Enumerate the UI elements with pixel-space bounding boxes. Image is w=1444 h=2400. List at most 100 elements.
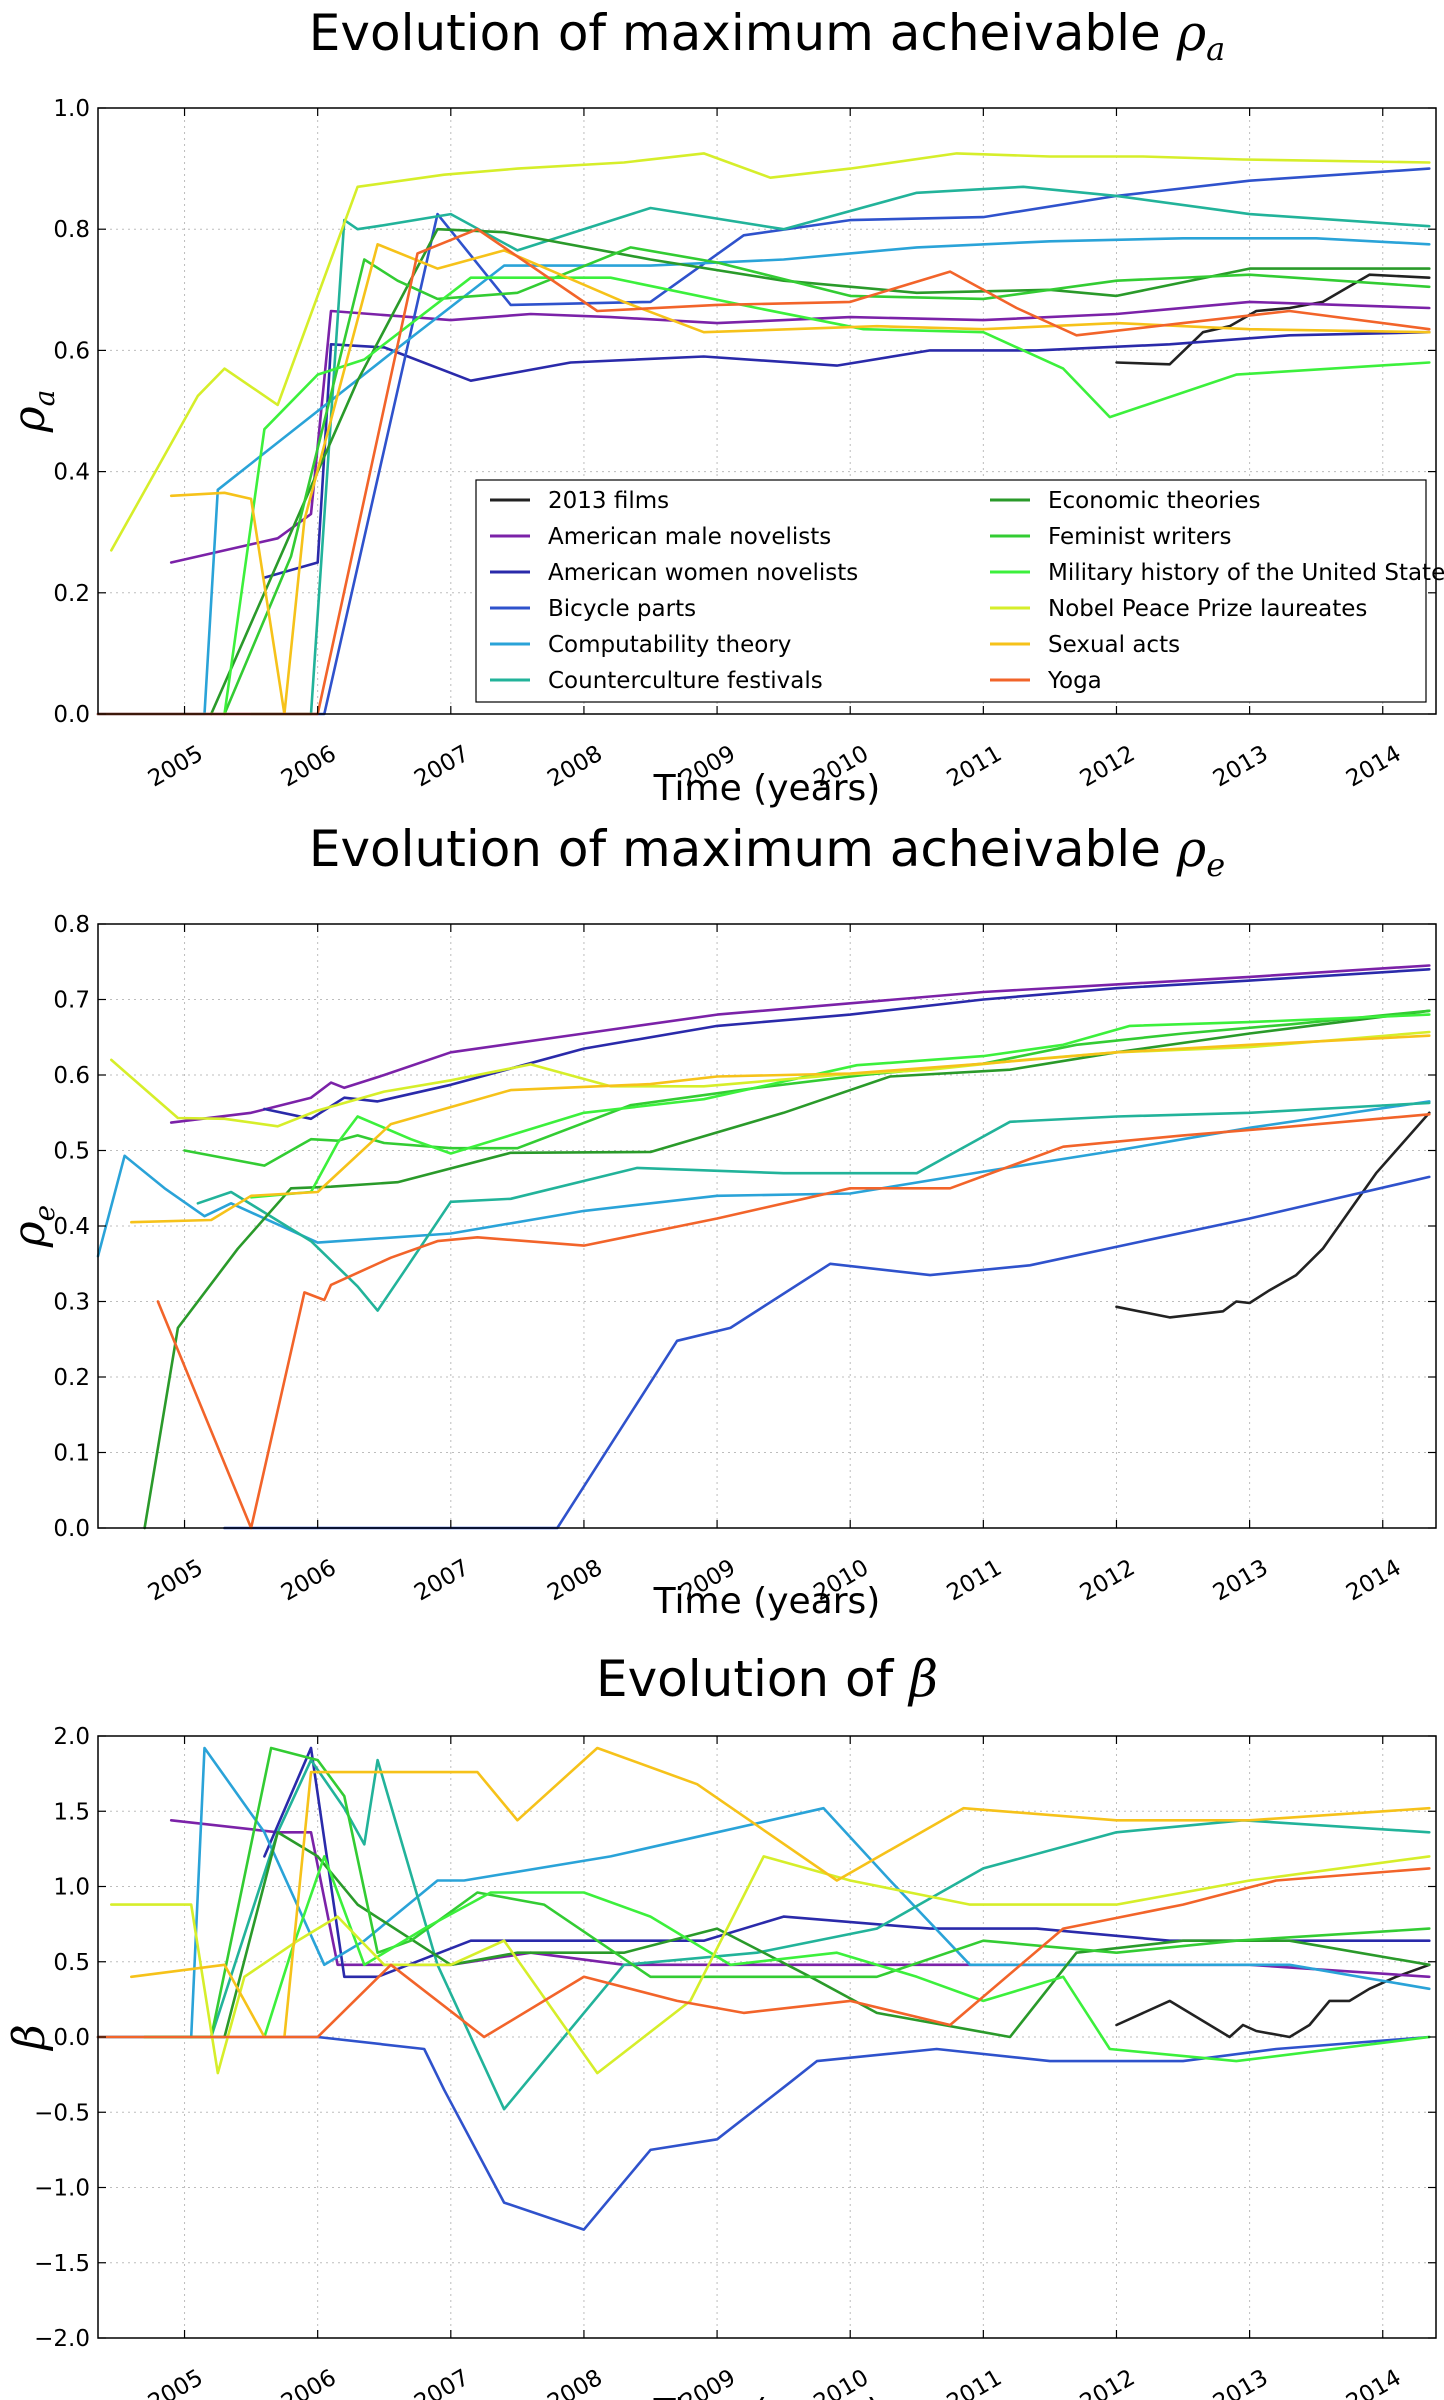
chart-panel-3: −2.0 −1.5 −1.0 −0.5 0.0 0.5 1.0 1.5 2.0 2005 2006 2… bbox=[4, 1650, 1437, 2400]
series-line-feminist-writers bbox=[143, 1746, 1431, 2039]
series-line-counterculture-festivals bbox=[249, 185, 1431, 716]
y-tick-label: 0.0 bbox=[53, 702, 90, 728]
series-line-bicycle-parts bbox=[96, 2035, 1431, 2231]
y-tick-label: 0.6 bbox=[53, 338, 90, 364]
chart-title: Evolution of β bbox=[596, 1650, 938, 1708]
legend-label: Sexual acts bbox=[1048, 632, 1180, 658]
x-tick-label: 2013 bbox=[1209, 741, 1273, 793]
y-tick-label: 1.5 bbox=[53, 1799, 90, 1825]
series-line-bicycle-parts bbox=[223, 1175, 1431, 1530]
axes-frame bbox=[97, 923, 1437, 1529]
legend: 2013 films American male novelists America… bbox=[475, 479, 1444, 703]
y-axis-label: ρe bbox=[4, 1205, 61, 1248]
series-line-2013-films bbox=[1115, 1111, 1431, 1319]
series-line-military-history-of-the-united-states bbox=[263, 1855, 1431, 2063]
y-tick-label: 0.5 bbox=[53, 1950, 90, 1976]
legend-label: Feminist writers bbox=[1048, 524, 1231, 550]
legend-box bbox=[475, 479, 1427, 703]
series-line-nobel-peace-prize-laureates bbox=[110, 1855, 1431, 2075]
y-tick-label: 0.7 bbox=[53, 988, 90, 1014]
chart-panel-2: 0.0 0.1 0.2 0.3 0.4 0.5 0.6 0.7 0.8 2005 2006 2007 2… bbox=[4, 820, 1437, 1622]
chart-title: Evolution of maximum acheivable ρe bbox=[309, 820, 1225, 884]
axes-frame bbox=[97, 107, 1437, 715]
y-tick-label: 0.5 bbox=[53, 1139, 90, 1165]
legend-label: Yoga bbox=[1047, 668, 1102, 694]
legend-label: Nobel Peace Prize laureates bbox=[1048, 596, 1367, 622]
y-tick-label: 0.0 bbox=[53, 1516, 90, 1542]
y-tick-label: −2.0 bbox=[34, 2326, 90, 2352]
x-tick-label: 2008 bbox=[543, 2365, 607, 2400]
y-tick-label: 0.4 bbox=[53, 460, 90, 486]
series-line-feminist-writers bbox=[223, 246, 1431, 716]
x-tick-label: 2007 bbox=[410, 1555, 474, 1607]
series-line-yoga bbox=[96, 227, 1431, 716]
series-line-american-male-novelists bbox=[169, 300, 1431, 564]
series-line-military-history-of-the-united-states bbox=[223, 276, 1431, 716]
x-tick-label: 2014 bbox=[1342, 2365, 1406, 2400]
series-line-economic-theories bbox=[143, 1009, 1431, 1530]
series-line-american-women-novelists bbox=[263, 330, 1431, 579]
series-line-2013-films bbox=[1115, 1963, 1431, 2039]
y-tick-label: 1.0 bbox=[53, 1875, 90, 1901]
series-line-military-history-of-the-united-states bbox=[249, 1013, 1431, 1199]
series-line-american-male-novelists bbox=[169, 964, 1431, 1124]
y-tick-label: 0.2 bbox=[53, 1365, 90, 1391]
legend-label: 2013 films bbox=[548, 488, 669, 514]
x-tick-label: 2014 bbox=[1342, 1555, 1406, 1607]
series-line-computability-theory bbox=[96, 1746, 1431, 2039]
y-tick-label: 0.4 bbox=[53, 1214, 90, 1240]
x-tick-label: 2008 bbox=[543, 741, 607, 793]
x-tick-label: 2005 bbox=[144, 2365, 208, 2400]
x-tick-label: 2007 bbox=[410, 2365, 474, 2400]
x-tick-label: 2014 bbox=[1342, 741, 1406, 793]
series-line-counterculture-festivals bbox=[196, 1101, 1431, 1312]
x-axis-label: Time (years) bbox=[653, 1581, 881, 1622]
x-tick-label: 2006 bbox=[277, 2365, 341, 2400]
series-line-american-women-novelists bbox=[263, 1746, 1431, 1979]
y-tick-label: 0.8 bbox=[53, 217, 90, 243]
x-tick-label: 2011 bbox=[943, 1555, 1007, 1607]
x-tick-label: 2013 bbox=[1209, 1555, 1273, 1607]
x-tick-label: 2012 bbox=[1076, 741, 1140, 793]
legend-label: Counterculture festivals bbox=[548, 668, 823, 694]
x-tick-label: 2007 bbox=[410, 741, 474, 793]
legend-label: Economic theories bbox=[1048, 488, 1260, 514]
series-line-economic-theories bbox=[143, 1831, 1431, 2039]
series-line-feminist-writers bbox=[183, 1009, 1431, 1167]
y-tick-label: 2.0 bbox=[53, 1724, 90, 1750]
y-tick-label: 0.1 bbox=[53, 1441, 90, 1467]
x-tick-label: 2011 bbox=[943, 2365, 1007, 2400]
x-tick-label: 2008 bbox=[543, 1555, 607, 1607]
x-tick-label: 2006 bbox=[277, 741, 341, 793]
series-line-bicycle-parts bbox=[96, 167, 1431, 716]
series-line-2013-films bbox=[1115, 273, 1431, 366]
series-line-computability-theory bbox=[96, 1100, 1431, 1258]
series-line-sexual-acts bbox=[169, 243, 1431, 716]
legend-label: Computability theory bbox=[548, 632, 791, 658]
x-axis-label: Time (years) bbox=[653, 768, 881, 809]
y-tick-label: 0.0 bbox=[53, 2025, 90, 2051]
x-tick-label: 2011 bbox=[943, 741, 1007, 793]
x-axis-label: Time (years) bbox=[653, 2392, 881, 2400]
series-line-yoga bbox=[96, 1867, 1431, 2039]
x-tick-label: 2005 bbox=[144, 741, 208, 793]
legend-label: Bicycle parts bbox=[548, 596, 696, 622]
x-tick-label: 2005 bbox=[144, 1555, 208, 1607]
y-tick-label: 0.3 bbox=[53, 1290, 90, 1316]
y-axis-label: β bbox=[4, 2024, 55, 2051]
y-tick-label: 0.2 bbox=[53, 581, 90, 607]
legend-label: Military history of the United States bbox=[1048, 560, 1444, 586]
x-tick-label: 2012 bbox=[1076, 1555, 1140, 1607]
x-tick-label: 2006 bbox=[277, 1555, 341, 1607]
y-tick-label: 0.8 bbox=[53, 912, 90, 938]
series-line-sexual-acts bbox=[130, 1034, 1431, 1224]
x-tick-label: 2013 bbox=[1209, 2365, 1273, 2400]
chart-title: Evolution of maximum acheivable ρa bbox=[309, 4, 1225, 68]
y-tick-label: −1.5 bbox=[34, 2251, 90, 2277]
series-line-american-women-novelists bbox=[263, 967, 1431, 1121]
y-tick-label: 0.6 bbox=[53, 1063, 90, 1089]
y-axis-label: ρa bbox=[4, 390, 61, 434]
y-tick-label: −1.0 bbox=[34, 2176, 90, 2202]
